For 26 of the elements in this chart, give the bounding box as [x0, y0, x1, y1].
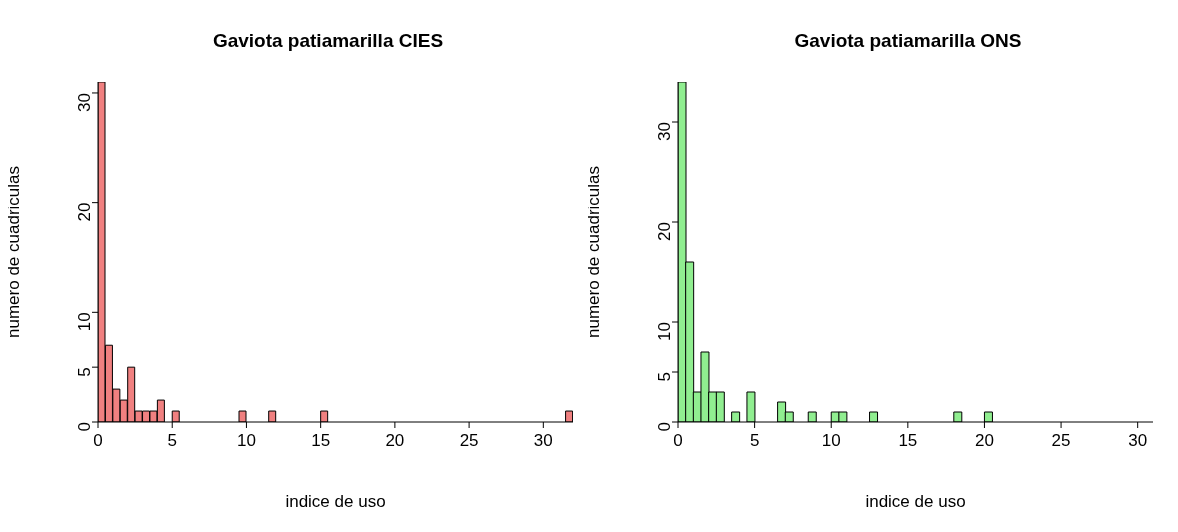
y-tick-label: 5: [75, 367, 95, 377]
y-tick-label: 10: [655, 322, 675, 341]
x-tick-label: 15: [898, 431, 918, 451]
x-axis-title: indice de uso: [285, 492, 386, 511]
y-tick-label: 30: [75, 92, 95, 112]
y-tick-label: 5: [655, 372, 675, 382]
x-tick-label: 15: [311, 431, 331, 451]
y-tick-label: 20: [75, 202, 95, 222]
y-tick-label: 0: [655, 422, 675, 432]
y-tick-label: 30: [655, 122, 675, 141]
x-tick-label: 20: [974, 431, 994, 451]
x-tick-label: 5: [167, 431, 177, 451]
x-tick-label: 25: [1051, 431, 1071, 451]
x-tick-label: 25: [459, 431, 479, 451]
x-tick-label: 10: [236, 431, 256, 451]
y-tick-label: 0: [75, 422, 95, 432]
x-tick-label: 5: [749, 431, 760, 451]
y-tick-label: 20: [655, 222, 675, 241]
x-tick-label: 30: [533, 431, 553, 451]
chart-title: Gaviota patiamarilla CIES: [211, 30, 445, 52]
y-tick-label: 10: [75, 312, 95, 332]
x-tick-label: 20: [385, 431, 405, 451]
x-tick-label: 30: [1128, 431, 1148, 451]
x-axis-title: indice de uso: [865, 492, 966, 511]
x-tick-label: 10: [821, 431, 841, 451]
chart-title: Gaviota patiamarilla ONS: [793, 30, 1023, 52]
